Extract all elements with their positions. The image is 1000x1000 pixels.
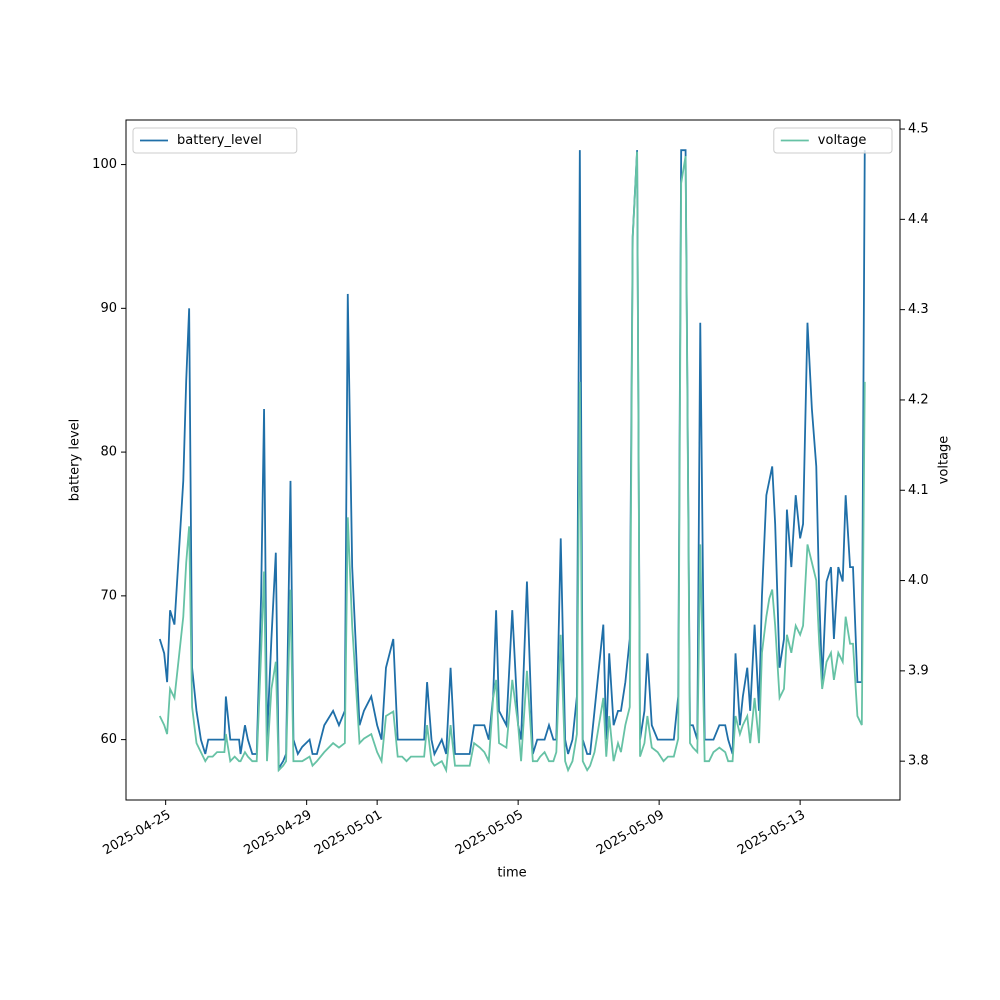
x-axis-label: time [497,866,526,881]
plot-frame [125,119,901,801]
y2-tick-label: 4.0 [908,573,929,588]
x-tick-label: 2025-05-09 [594,808,667,859]
x-tick-label: 2025-05-13 [735,808,808,859]
y2-tick-label: 4.3 [908,302,929,317]
x-tick-label: 2025-05-01 [312,808,385,859]
y2-tick-label: 3.8 [908,754,929,769]
x-tick-label: 2025-05-05 [453,808,526,859]
y2-tick-label: 3.9 [908,663,929,678]
y2-tick-label: 4.4 [908,212,929,227]
legend-box [773,127,893,154]
y2-tick-label: 4.2 [908,392,929,407]
series-line [158,151,866,774]
y-tick-label: 60 [100,732,117,747]
legend: voltage [773,127,893,154]
y2-tick-label: 4.5 [908,122,929,137]
legend-label: battery_level [177,133,262,148]
x-tick-label: 2025-04-29 [241,808,314,859]
y-tick-label: 90 [100,301,117,316]
series-line [158,149,866,772]
y2-axis-label: voltage [937,436,952,485]
y-axis-label: battery level [68,419,83,502]
x-tick-label: 2025-04-25 [100,808,173,859]
y-tick-label: 70 [100,588,117,603]
y-tick-label: 100 [92,157,117,172]
y-tick-label: 80 [100,445,117,460]
legend-box [132,127,298,154]
y2-tick-label: 4.1 [908,483,929,498]
legend: battery_level [132,127,298,154]
legend-label: voltage [818,133,867,148]
